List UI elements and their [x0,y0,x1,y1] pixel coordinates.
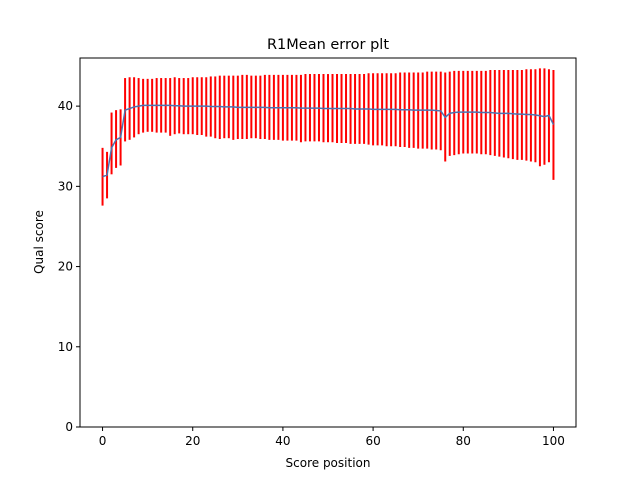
x-axis-ticks: 0 20 40 60 80 100 [99,427,565,448]
plot-frame [79,57,577,428]
y-axis-ticks: 0 10 20 30 40 [58,99,80,434]
mean-line [102,104,555,178]
x-tick-label: 60 [365,434,380,448]
y-tick-label: 40 [58,99,73,113]
y-axis-label: Qual score [32,210,46,274]
x-tick-label: 0 [99,434,107,448]
chart-title: R1Mean error plt [267,37,389,53]
x-tick-label: 20 [185,434,200,448]
x-tick-label: 40 [275,434,290,448]
x-axis-label: Score position [286,456,371,470]
x-tick-label: 100 [542,434,565,448]
y-tick-label: 0 [65,420,73,434]
x-tick-label: 80 [456,434,471,448]
series-layer [102,104,555,178]
y-tick-label: 20 [58,260,73,274]
y-tick-label: 30 [58,179,73,193]
y-tick-label: 10 [58,340,73,354]
